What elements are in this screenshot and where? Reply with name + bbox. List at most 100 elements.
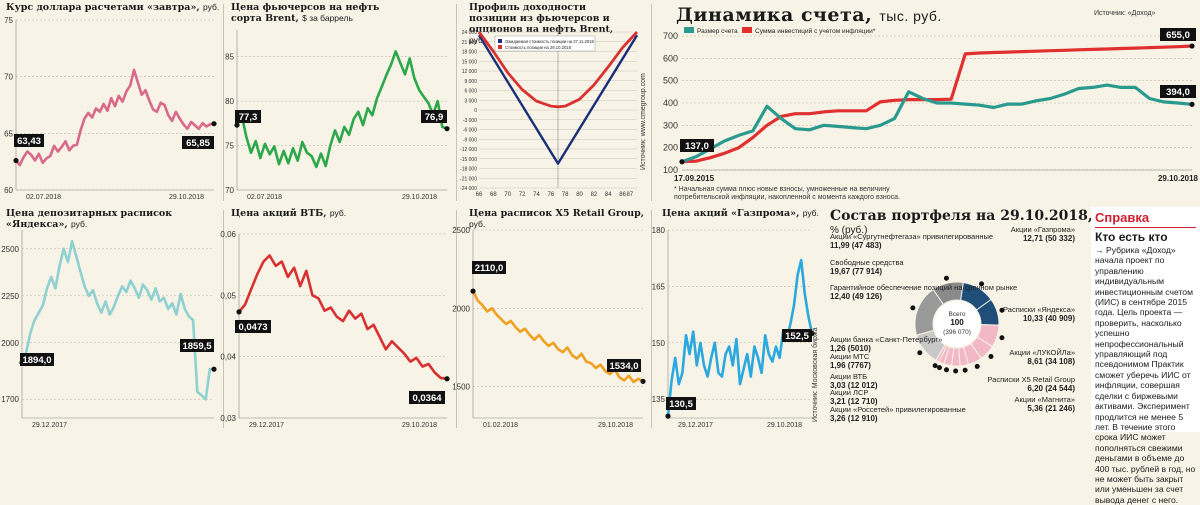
profile-ytick-label: 6 000 xyxy=(464,89,477,95)
yandex-unit: руб. xyxy=(71,219,88,229)
vtb-end-label: 0,0364 xyxy=(412,393,442,404)
gazprom-end-label: 152,5 xyxy=(785,331,809,342)
account-panel: 100 200 300 400 500 600 700 17.09.2015 29.10.201… xyxy=(652,0,1200,205)
portfolio-slice-dot xyxy=(979,281,985,287)
portfolio-slice-value: 1,96 (7767) xyxy=(830,361,871,370)
account-legend-swatch xyxy=(742,27,752,33)
portfolio-center-label: Всего xyxy=(948,311,965,318)
profile-ytick-label: -24 000 xyxy=(460,186,477,192)
usd-start-label: 63,43 xyxy=(17,136,41,147)
usd-start-marker xyxy=(13,157,19,164)
profile-xtick-label: 68 xyxy=(490,192,497,198)
yandex-end-label-box xyxy=(180,339,214,352)
usd-ytick-label: 60 xyxy=(4,186,13,195)
account-xtick-label: 29.10.2018 xyxy=(1158,174,1199,183)
account-start-label: 137,0 xyxy=(685,141,709,152)
x5-ytick-label: 2500 xyxy=(452,226,470,235)
usd-end-label-box xyxy=(182,136,214,149)
vtb-end-marker xyxy=(444,376,450,382)
vtb-xtick-label: 29.12.2017 xyxy=(249,422,284,429)
account-start-marker xyxy=(679,159,685,165)
portfolio-slice-value: 6,20 (24 544) xyxy=(1027,384,1075,393)
profile-ytick-label: -3 000 xyxy=(463,118,477,124)
account-note: * Начальная сумма плюс новые взносы, умн… xyxy=(674,186,900,201)
profile-ytick-label: 3 000 xyxy=(464,98,477,104)
account-title: Динамика счета, тыс. руб. xyxy=(676,4,942,26)
brent-xtick-label: 02.07.2018 xyxy=(247,194,282,201)
profile-series-line xyxy=(477,34,639,165)
profile-ytick-label: -15 000 xyxy=(460,157,477,163)
gazprom-start-marker xyxy=(665,413,671,419)
profile-ytick-label: -21 000 xyxy=(460,176,477,182)
portfolio-slice-label: Расписки X5 Retail Group 6,20 (24 544) xyxy=(987,375,1075,393)
sidebar-text: → Рубрика «Доход» начала проект по управ… xyxy=(1095,245,1196,505)
usd-panel: Курс доллара расчетами «завтра», руб. 60… xyxy=(0,0,222,205)
profile-xtick-label: 66 xyxy=(476,192,483,198)
portfolio-slice-value: 3,21 (12 710) xyxy=(830,397,878,406)
portfolio-slice-label: Акции ВТБ 3,03 (12 012) xyxy=(830,372,878,390)
vtb-start-marker xyxy=(236,309,242,315)
vtb-unit: руб. xyxy=(329,208,347,218)
gazprom-start-label-box xyxy=(666,397,696,410)
portfolio-slice xyxy=(932,281,964,305)
profile-series-line xyxy=(477,31,639,109)
profile-ytick-label: 15 000 xyxy=(462,59,478,65)
gazprom-ytick-label: 135 xyxy=(652,395,666,404)
x5-ytick-label: 2000 xyxy=(452,304,470,313)
brent-end-marker xyxy=(444,126,450,132)
profile-legend-box xyxy=(494,35,596,52)
portfolio-slice-label: Акции банка «Санкт-Петербург» 1,26 (5010) xyxy=(830,335,942,353)
brent-chart: 70 75 80 85 02.07.2018 29.10.2018 77,3 76,9 xyxy=(225,30,450,201)
x5-title-text: Цена расписок X5 Retail Group, xyxy=(469,208,645,219)
x5-ytick-label: 1500 xyxy=(452,383,470,392)
brent-start-label-box xyxy=(235,110,261,123)
info-sidebar: Справка Кто есть кто → Рубрика «Доход» н… xyxy=(1091,207,1200,505)
portfolio-slice-value: 12,40 (49 126) xyxy=(830,292,883,301)
usd-title: Курс доллара расчетами «завтра», руб. xyxy=(6,2,219,13)
yandex-panel: Цена депозитарных расписок «Яндекса», ру… xyxy=(0,206,222,432)
profile-title: Профиль доходности позиции из фьючерсов … xyxy=(469,2,619,46)
vtb-start-label: 0,0473 xyxy=(238,322,267,333)
x5-xtick-label: 01.02.2018 xyxy=(483,422,518,429)
account-chart: 100 200 300 400 500 600 700 17.09.2015 29.10.201… xyxy=(663,27,1199,183)
x5-unit: руб. xyxy=(469,219,486,229)
vtb-ytick-label: 0,05 xyxy=(220,291,236,300)
usd-end-marker xyxy=(211,121,217,127)
brent-end-label: 76,9 xyxy=(425,112,444,123)
profile-ytick-label: -6 000 xyxy=(463,128,477,134)
usd-xtick-label: 29.10.2018 xyxy=(169,194,204,201)
profile-legend-swatch xyxy=(498,45,502,49)
portfolio-slice-label: Акции «Сургутнефтегаза» привилегированны… xyxy=(830,232,993,250)
yandex-end-marker xyxy=(211,366,217,372)
portfolio-slice-name: Акции «Россетей» привилегированные xyxy=(830,405,966,414)
portfolio-slice-label: Акции «Магнита» 5,36 (21 246) xyxy=(1015,395,1075,413)
profile-xtick-label: 86 xyxy=(619,192,626,198)
gazprom-source: Источник: Московская биржа xyxy=(812,327,819,422)
portfolio-title: Состав портфеля на 29.10.2018, xyxy=(830,208,1093,224)
portfolio-slice-name: Акции «ЛУКОЙЛа» xyxy=(1009,348,1075,357)
profile-ytick-label: 21 000 xyxy=(462,40,478,46)
profile-ytick-label: 0 xyxy=(474,108,477,114)
portfolio-slice-dot xyxy=(988,353,994,359)
account-ytick-label: 100 xyxy=(663,165,678,175)
account-end-label-box xyxy=(1160,85,1196,98)
x5-chart: 1500 2000 2500 01.02.2018 29.10.2018 2110,0 15… xyxy=(452,226,646,429)
x5-start-marker xyxy=(470,288,476,294)
gazprom-ytick-label: 180 xyxy=(652,226,666,235)
portfolio-slice-name: Акции «Сургутнефтегаза» привилегированны… xyxy=(830,232,994,241)
sidebar-heading: Кто есть кто xyxy=(1095,230,1168,244)
x5-end-label-box xyxy=(607,359,641,372)
account-series-line xyxy=(681,44,1193,164)
portfolio-slice-name: Расписки X5 Retail Group xyxy=(987,375,1075,384)
profile-ytick-label: 9 000 xyxy=(464,79,477,85)
portfolio-slice-name: Акции «Газпрома» xyxy=(1010,225,1075,234)
portfolio-slice-value: 3,26 (12 910) xyxy=(830,414,878,423)
vtb-ytick-label: 0,04 xyxy=(220,353,236,362)
portfolio-slice-name: Акции МТС xyxy=(830,352,870,361)
portfolio-slice-value: 12,71 (50 332) xyxy=(1022,234,1075,243)
portfolio-slice-label: Акции «Газпрома» 12,71 (50 332) xyxy=(1011,225,1075,243)
gazprom-panel: Цена акций «Газпрома», руб. 135 150 165 180… xyxy=(652,206,822,432)
account-source: Источник: «Доход» xyxy=(1094,10,1156,17)
profile-xtick-label: 78 xyxy=(562,192,569,198)
account-legend-label: Сумма инвестиций с учетом инфляции* xyxy=(755,27,876,35)
